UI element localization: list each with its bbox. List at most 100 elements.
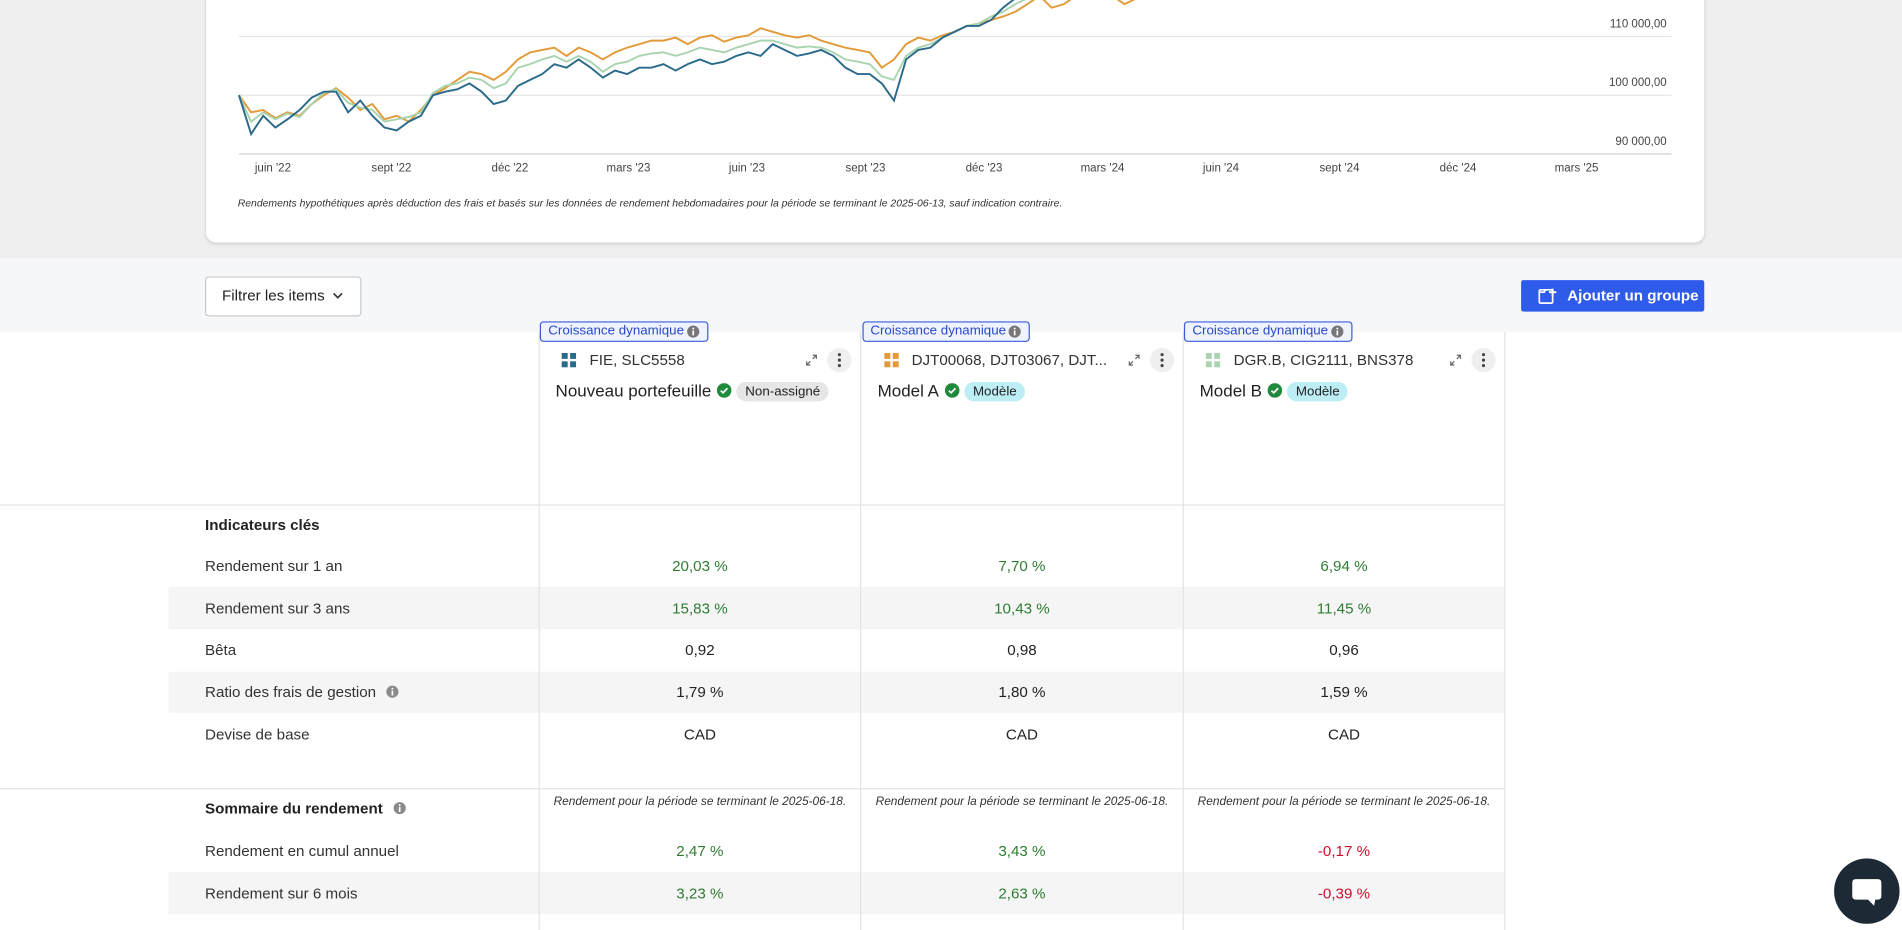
strategy-badge: Croissance dynamique — [539, 321, 709, 342]
x-tick-label: déc '23 — [966, 163, 1003, 175]
row-label: Rendement en cumul annuel — [205, 841, 399, 860]
cell-value: CAD — [683, 726, 716, 744]
menu-icon — [1149, 347, 1174, 373]
column-divider — [1504, 332, 1506, 930]
expand-icon — [805, 354, 817, 366]
cell-value: 0,96 — [1329, 641, 1359, 659]
menu-icon-part — [827, 347, 852, 373]
holdings-icon-part — [570, 361, 577, 368]
check-icon-svg — [945, 383, 960, 398]
menu-icon-part — [837, 358, 841, 362]
x-tick-label: mars '25 — [1555, 163, 1599, 175]
row-stripe — [168, 872, 1505, 915]
status-tag: Modèle — [1287, 381, 1349, 402]
add-group-label: Ajouter un groupe — [1567, 287, 1699, 305]
badge-label: Croissance dynamique — [870, 323, 1007, 339]
chevron-part — [332, 292, 343, 299]
filter-label: Filtrer les items — [221, 287, 325, 305]
cell-value: 2,63 % — [998, 884, 1046, 902]
check-icon-svg — [1268, 383, 1283, 398]
cell-value: 20,03 % — [672, 557, 728, 575]
section-title-text: Indicateurs clés — [204, 516, 320, 534]
expand-icon-part — [1128, 354, 1140, 366]
expand-icon-part — [806, 354, 817, 366]
menu-icon — [1471, 347, 1496, 373]
add-icon-part — [1549, 288, 1557, 296]
row-label-text: Rendement sur 6 mois — [204, 884, 358, 902]
chat-button[interactable] — [1834, 858, 1900, 924]
info-icon-part — [1014, 327, 1017, 330]
row-label-text: Rendement sur 3 ans — [204, 599, 350, 617]
holdings-icon-part — [1214, 352, 1221, 359]
menu-icon — [827, 347, 852, 373]
status-tag: Modèle — [964, 381, 1026, 402]
cell-value: 6,94 % — [1320, 557, 1368, 575]
chevron — [332, 292, 343, 299]
y-tick-label: 100 000,00 — [1609, 77, 1667, 89]
section-title: Sommaire du rendement — [205, 799, 406, 818]
row-divider — [0, 504, 1505, 506]
holdings-icon-part — [1205, 361, 1212, 368]
info-icon-part — [692, 327, 695, 330]
x-tick-label: juin '23 — [728, 163, 765, 175]
cell-value: 1,59 % — [1320, 683, 1368, 701]
holdings-icon-part — [892, 352, 899, 359]
y-tick-label: 110 000,00 — [1610, 18, 1667, 30]
check-icon-svg — [717, 383, 732, 398]
row-label-text: Rendement sur 1 an — [204, 557, 343, 575]
info-icon-part — [1014, 330, 1016, 336]
cell-value: 2,47 % — [676, 842, 724, 860]
row-stripe — [168, 587, 1505, 630]
chat-button-part — [1834, 858, 1900, 924]
badge-label: Croissance dynamique — [548, 323, 684, 339]
series-line — [238, 0, 1136, 123]
holdings-icon-part — [1214, 361, 1221, 368]
info-icon-part — [692, 330, 694, 336]
menu-icon-part — [1481, 353, 1486, 357]
info-icon-part — [687, 325, 700, 338]
check-icon — [717, 382, 732, 398]
x-tick-label: sept '23 — [845, 163, 885, 175]
holdings: FIE, SLC5558 — [589, 351, 685, 369]
column-divider — [538, 332, 540, 930]
info-icon — [1008, 325, 1022, 338]
holdings-icon-part — [883, 352, 899, 368]
cell-value: 0,92 — [685, 641, 715, 659]
section-title-text: Sommaire du rendement — [204, 800, 383, 818]
chart-footnote: Rendements hypothétiques après déduction… — [238, 198, 1063, 209]
holdings: DJT00068, DJT03067, DJT... — [911, 351, 1108, 369]
x-tick-label: juin '24 — [1202, 163, 1240, 175]
period-note: Rendement pour la période se terminant l… — [1197, 795, 1491, 809]
check-icon — [945, 382, 960, 398]
period-note: Rendement pour la période se terminant l… — [875, 795, 1169, 809]
portfolio-name-row: Nouveau portefeuille Non-assigné — [556, 381, 829, 402]
cell-value: CAD — [1327, 726, 1361, 744]
menu-icon-part — [1481, 363, 1486, 368]
row-divider — [0, 788, 1505, 790]
cell-value: 1,79 % — [676, 683, 724, 701]
holdings-icon-part — [561, 361, 568, 368]
cell-value: CAD — [1005, 726, 1038, 744]
expand-icon — [1127, 354, 1140, 366]
info-icon-part — [1336, 327, 1339, 330]
menu-icon-part — [1159, 358, 1164, 362]
menu-icon-part — [1149, 347, 1174, 373]
row-label: Rendement sur 1 an — [205, 557, 342, 576]
expand-icon — [1450, 354, 1462, 366]
cell-value: 7,70 % — [998, 557, 1046, 575]
holdings: DGR.B, CIG2111, BNS378 — [1233, 351, 1414, 369]
holdings-icon — [883, 352, 899, 368]
portfolio-name-row: Model A Modèle — [878, 381, 1026, 402]
row-label-text: Rendement en cumul annuel — [204, 842, 399, 860]
holdings-icon-part — [883, 361, 890, 368]
row-label-text: Bêta — [204, 641, 237, 659]
cell-value: 3,43 % — [998, 842, 1046, 860]
x-tick-label: juin '22 — [254, 163, 291, 175]
portfolio-name: Model A — [877, 380, 939, 401]
filter-button[interactable]: Filtrer les items — [204, 276, 362, 317]
add-group-button[interactable]: Ajouter un groupe — [1521, 280, 1705, 312]
info-icon-part — [1009, 325, 1022, 338]
menu-icon-part — [1159, 353, 1164, 357]
menu-icon-part — [1471, 347, 1496, 373]
